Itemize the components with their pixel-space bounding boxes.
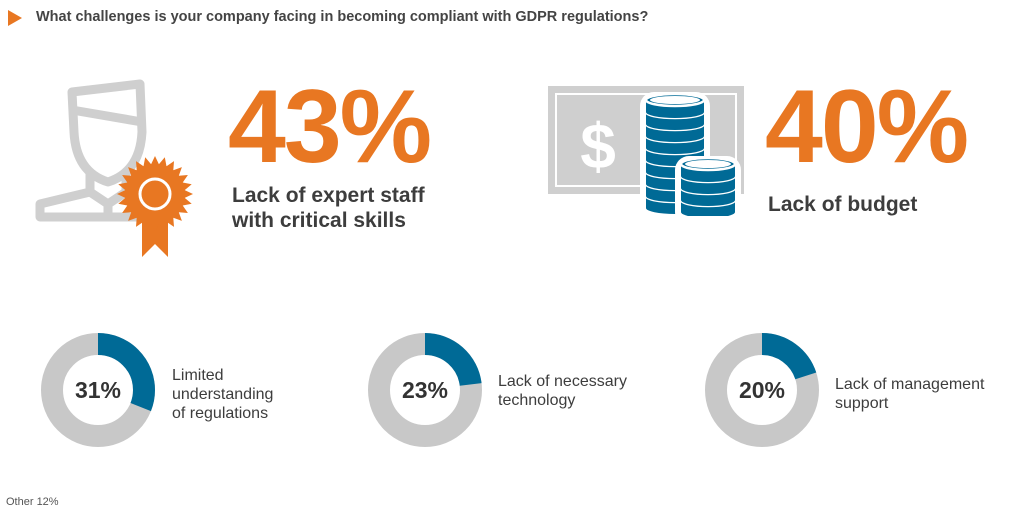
svg-text:$: $: [580, 110, 616, 182]
donut-charts: 31% 23% 20%: [41, 333, 819, 447]
highlight-value-budget: 40%: [765, 69, 969, 185]
donut-label: of regulations: [172, 405, 269, 422]
highlight-label: Lack of budget: [768, 193, 918, 216]
footnote-other: Other 12%: [6, 496, 59, 508]
play-triangle-icon: [8, 10, 22, 26]
donut-value: 31%: [75, 377, 121, 403]
page-title: What challenges is your company facing i…: [36, 9, 649, 25]
donut-label: technology: [498, 392, 576, 409]
highlight-label: Lack of expert staff: [232, 184, 425, 207]
money-coins-icon: $: [548, 86, 744, 216]
donut-label: support: [835, 395, 889, 412]
donut-label: understanding: [172, 386, 274, 403]
highlight-label: with critical skills: [232, 209, 406, 232]
donut-segment: [41, 333, 155, 447]
donut-segment: [705, 333, 819, 447]
donut-label: Limited: [172, 367, 224, 384]
donut-label: Lack of management: [835, 376, 985, 393]
highlight-value-staff: 43%: [228, 69, 432, 185]
donut-label: Lack of necessary: [498, 373, 627, 390]
donut-segment: [368, 333, 482, 447]
donut-value: 20%: [739, 377, 785, 403]
donut-value: 23%: [402, 377, 448, 403]
expert-person-ribbon-icon: [35, 79, 193, 257]
